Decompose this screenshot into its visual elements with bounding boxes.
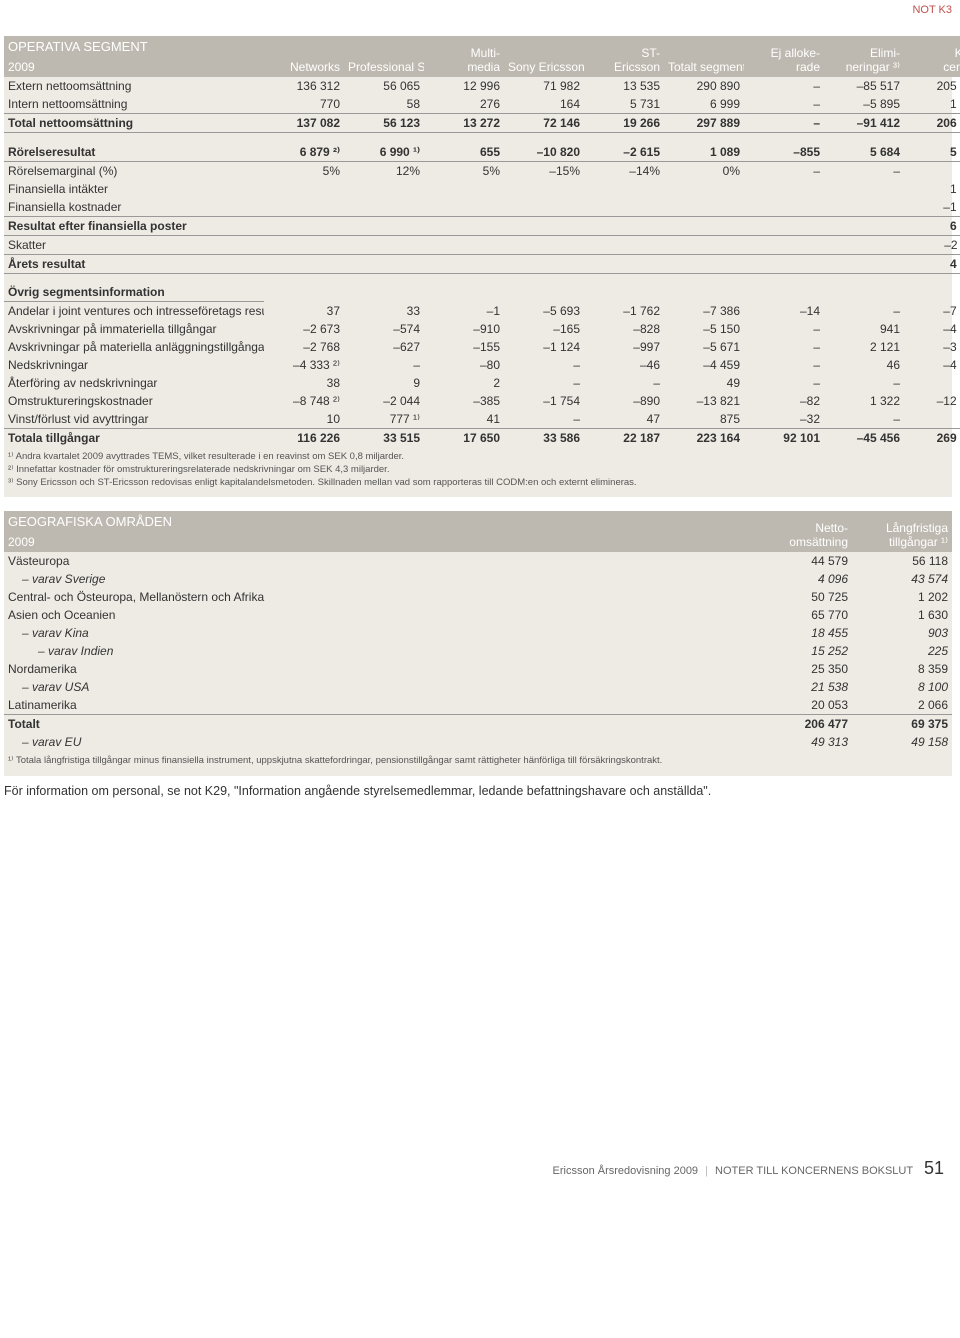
table-row: Total nettoomsättning 137 08256 123 13 2… — [4, 114, 960, 133]
table-row: – varav USA21 5388 100 — [4, 678, 952, 696]
table-row: Extern nettoomsättning 136 31256 065 12 … — [4, 77, 960, 95]
table-row: Omstruktureringskostnader –8 748 ²⁾ –2 0… — [4, 392, 960, 410]
table-row: – varav Sverige4 09643 574 — [4, 570, 952, 588]
table-row: Avskrivningar på immateriella tillgångar… — [4, 320, 960, 338]
geo-col-net: Netto- omsättning — [752, 511, 852, 552]
table-row: Intern nettoomsättning 77058 276164 5 73… — [4, 95, 960, 114]
table-row: Nedskrivningar –4 333 ²⁾ ––80 ––46 –4 45… — [4, 356, 960, 374]
sub-header: Övrig segmentsinformation — [4, 283, 960, 302]
table-row: Finansiella intäkter 1 874 — [4, 180, 960, 198]
table-row: – varav Kina18 455903 — [4, 624, 952, 642]
table-row: Vinst/förlust vid avyttringar 10 777 ¹⁾ … — [4, 410, 960, 429]
segment-year: 2009 — [4, 57, 264, 77]
table-row: Återföring av nedskrivningar 389 2– –49 … — [4, 374, 960, 392]
page-number: 51 — [924, 1158, 944, 1178]
col-sony: Sony Ericsson — [504, 36, 584, 77]
page-footer: Ericsson Årsredovisning 2009 | NOTER TIL… — [4, 1158, 952, 1179]
table-row: Finansiella kostnader –1 549 — [4, 198, 960, 217]
table-row: Avskrivningar på materiella anläggningst… — [4, 338, 960, 356]
col-prof: Professional Services — [344, 36, 424, 77]
col-networks: Networks — [264, 36, 344, 77]
col-st: ST- Ericsson — [584, 36, 664, 77]
segment-footnotes: ¹⁾ Andra kvartalet 2009 avyttrades TEMS,… — [4, 447, 952, 497]
col-elim: Elimi- neringar ³⁾ — [824, 36, 904, 77]
body-text: För information om personal, se not K29,… — [4, 784, 952, 798]
table-row: Andelar i joint ventures och intresseför… — [4, 302, 960, 321]
table-row: Totalt206 47769 375 — [4, 715, 952, 734]
geo-col-assets: Långfristiga tillgångar ¹⁾ — [852, 511, 952, 552]
table-row: – varav Indien15 252225 — [4, 642, 952, 660]
geo-year: 2009 — [4, 532, 752, 552]
geo-footnotes: ¹⁾ Totala långfristiga tillgångar minus … — [4, 751, 952, 776]
col-multi: Multi- media — [424, 36, 504, 77]
table-row: Latinamerika20 0532 066 — [4, 696, 952, 715]
segment-title: OPERATIVA SEGMENT — [4, 36, 264, 57]
geo-title: GEOGRAFISKA OMRÅDEN — [4, 511, 752, 532]
table-row: Central- och Östeuropa, Mellanöstern och… — [4, 588, 952, 606]
table-row: Rörelsemarginal (%) 5%12% 5%–15% –14%0% … — [4, 161, 960, 180]
note-tag: NOT K3 — [4, 4, 952, 16]
table-row: Totala tillgångar 116 22633 515 17 65033… — [4, 429, 960, 448]
col-totseg: Totalt segment — [664, 36, 744, 77]
table-row: Västeuropa44 57956 118 — [4, 552, 952, 570]
table-row: Årets resultat 4 127 — [4, 254, 960, 273]
geo-table: GEOGRAFISKA OMRÅDEN Netto- omsättning Lå… — [4, 511, 952, 776]
col-ejall: Ej alloke- rade — [744, 36, 824, 77]
table-row: Rörelseresultat 6 879 ²⁾ 6 990 ¹⁾ 655–10… — [4, 143, 960, 162]
col-konc: Kon- cernen — [904, 36, 960, 77]
table-row: – varav EU49 31349 158 — [4, 733, 952, 751]
table-row: Resultat efter finansiella poster 6 243 — [4, 216, 960, 235]
table-row: Skatter –2 116 — [4, 235, 960, 254]
table-row: Asien och Oceanien65 7701 630 — [4, 606, 952, 624]
table-row: Nordamerika25 3508 359 — [4, 660, 952, 678]
segment-table: OPERATIVA SEGMENT Networks Professional … — [4, 36, 952, 497]
